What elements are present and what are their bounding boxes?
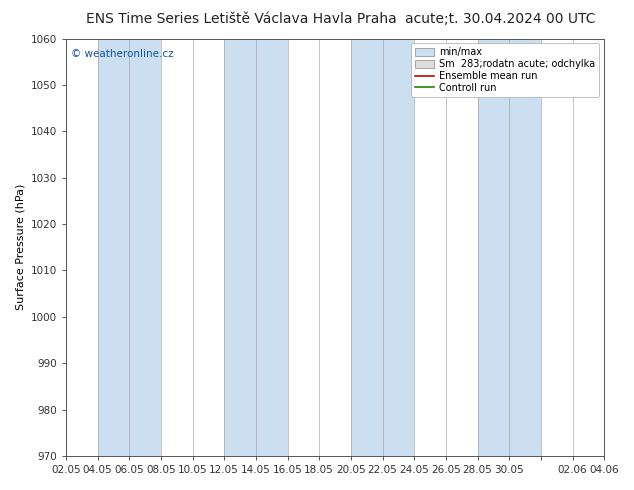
Bar	[477, 39, 509, 456]
Bar	[541, 39, 573, 456]
Bar	[509, 39, 541, 456]
Bar	[129, 39, 161, 456]
Bar	[256, 39, 287, 456]
Legend: min/max, Sm  283;rodatn acute; odchylka, Ensemble mean run, Controll run: min/max, Sm 283;rodatn acute; odchylka, …	[411, 44, 599, 97]
Bar	[319, 39, 351, 456]
Bar	[446, 39, 477, 456]
Bar	[414, 39, 446, 456]
Bar	[98, 39, 129, 456]
Bar	[224, 39, 256, 456]
Bar	[382, 39, 414, 456]
Y-axis label: Surface Pressure (hPa): Surface Pressure (hPa)	[15, 184, 25, 311]
Bar	[66, 39, 98, 456]
Bar	[161, 39, 193, 456]
Text: ENS Time Series Letiště Václava Havla Praha: ENS Time Series Letiště Václava Havla Pr…	[86, 12, 396, 26]
Bar	[351, 39, 382, 456]
Bar	[573, 39, 604, 456]
Bar	[193, 39, 224, 456]
Text: acute;t. 30.04.2024 00 UTC: acute;t. 30.04.2024 00 UTC	[406, 12, 596, 26]
Text: © weatheronline.cz: © weatheronline.cz	[71, 49, 174, 59]
Bar	[287, 39, 319, 456]
